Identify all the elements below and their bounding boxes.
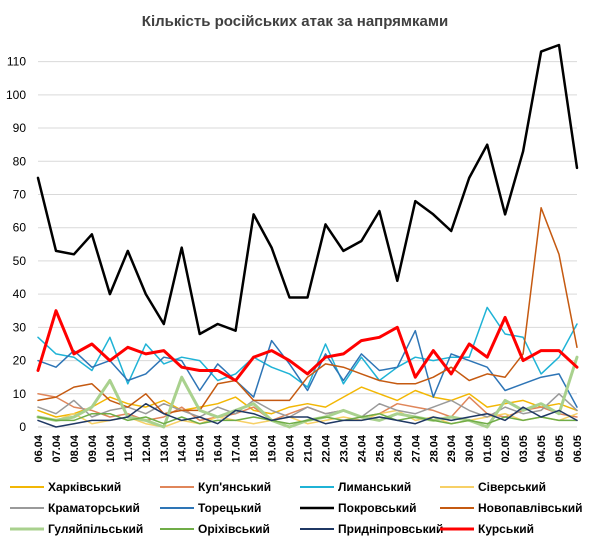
x-tick-label: 21.04 xyxy=(303,434,315,462)
x-tick-label: 05.05 xyxy=(554,435,566,463)
legend-label: Новопавлівський xyxy=(478,501,583,515)
legend-label: Гуляйпільський xyxy=(48,522,143,536)
legend-label: Сіверський xyxy=(478,480,546,494)
y-axis-ticks: 0 10 20 30 40 50 60 70 80 90 100 110 xyxy=(6,55,26,434)
series-line-9 xyxy=(37,412,578,425)
x-tick-label: 26.04 xyxy=(392,434,404,462)
x-tick-label: 30.04 xyxy=(464,434,476,462)
chart-title: Кількість російських атак за напрямками xyxy=(142,13,448,30)
y-tick-label: 100 xyxy=(6,88,26,102)
x-tick-label: 20.04 xyxy=(285,434,297,462)
x-tick-label: 06.05 xyxy=(572,435,584,463)
y-tick-label: 90 xyxy=(13,121,27,135)
y-tick-label: 40 xyxy=(13,287,27,301)
x-tick-label: 03.05 xyxy=(518,435,530,463)
legend-label: Харківський xyxy=(48,480,121,494)
x-tick-label: 27.04 xyxy=(410,434,422,462)
x-tick-label: 29.04 xyxy=(446,434,458,462)
legend-label: Покровський xyxy=(338,501,417,515)
series-line-6 xyxy=(36,43,579,336)
y-tick-label: 80 xyxy=(13,154,27,168)
series-lines xyxy=(36,43,579,429)
x-tick-label: 07.04 xyxy=(51,434,63,462)
legend-label: Лиманський xyxy=(338,480,411,494)
x-tick-label: 25.04 xyxy=(374,434,386,462)
x-tick-label: 17.04 xyxy=(231,434,243,462)
legend-label: Краматорський xyxy=(48,501,140,515)
y-tick-label: 50 xyxy=(13,254,27,268)
x-tick-label: 22.04 xyxy=(320,434,332,462)
x-tick-label: 06.04 xyxy=(33,434,45,462)
y-tick-label: 20 xyxy=(13,354,27,368)
legend-label: Курський xyxy=(478,522,534,536)
legend-label: Торецький xyxy=(198,501,261,515)
legend-label: Куп'янський xyxy=(198,480,271,494)
legend: Харківський Куп'янський Лиманський Сіверськ… xyxy=(10,480,583,536)
x-tick-label: 14.04 xyxy=(177,434,189,462)
x-tick-label: 12.04 xyxy=(141,434,153,462)
x-tick-label: 01.05 xyxy=(482,435,494,463)
y-tick-label: 110 xyxy=(7,55,26,69)
x-tick-label: 19.04 xyxy=(267,434,279,462)
series-line-10 xyxy=(37,402,578,428)
x-tick-label: 04.05 xyxy=(536,435,548,463)
x-tick-label: 24.04 xyxy=(356,434,368,462)
x-tick-label: 11.04 xyxy=(123,434,135,462)
x-tick-label: 08.04 xyxy=(69,434,81,462)
legend-label: Придніпровський xyxy=(338,522,443,536)
x-axis-ticks: 06.04 07.04 08.04 09.04 10.04 11.04 12.04 13.04… xyxy=(33,434,584,462)
legend-label: Оріхівський xyxy=(198,522,270,536)
x-tick-label: 13.04 xyxy=(159,434,171,462)
series-line-5 xyxy=(37,329,578,408)
y-tick-label: 30 xyxy=(13,320,27,334)
series-line-11 xyxy=(36,309,579,382)
x-tick-label: 28.04 xyxy=(428,434,440,462)
y-tick-label: 60 xyxy=(13,221,27,235)
x-tick-label: 02.05 xyxy=(500,435,512,463)
y-tick-label: 70 xyxy=(13,187,27,201)
x-tick-label: 09.04 xyxy=(87,434,99,462)
y-tick-label: 10 xyxy=(13,387,27,401)
x-tick-label: 23.04 xyxy=(338,434,350,462)
x-tick-label: 10.04 xyxy=(105,434,117,462)
series-line-7 xyxy=(37,207,578,415)
series-line-2 xyxy=(37,306,578,388)
x-tick-label: 16.04 xyxy=(213,434,225,462)
series-line-0 xyxy=(37,386,578,418)
y-tick-label: 0 xyxy=(19,420,26,434)
x-tick-label: 15.04 xyxy=(195,434,207,462)
x-tick-label: 18.04 xyxy=(249,434,261,462)
